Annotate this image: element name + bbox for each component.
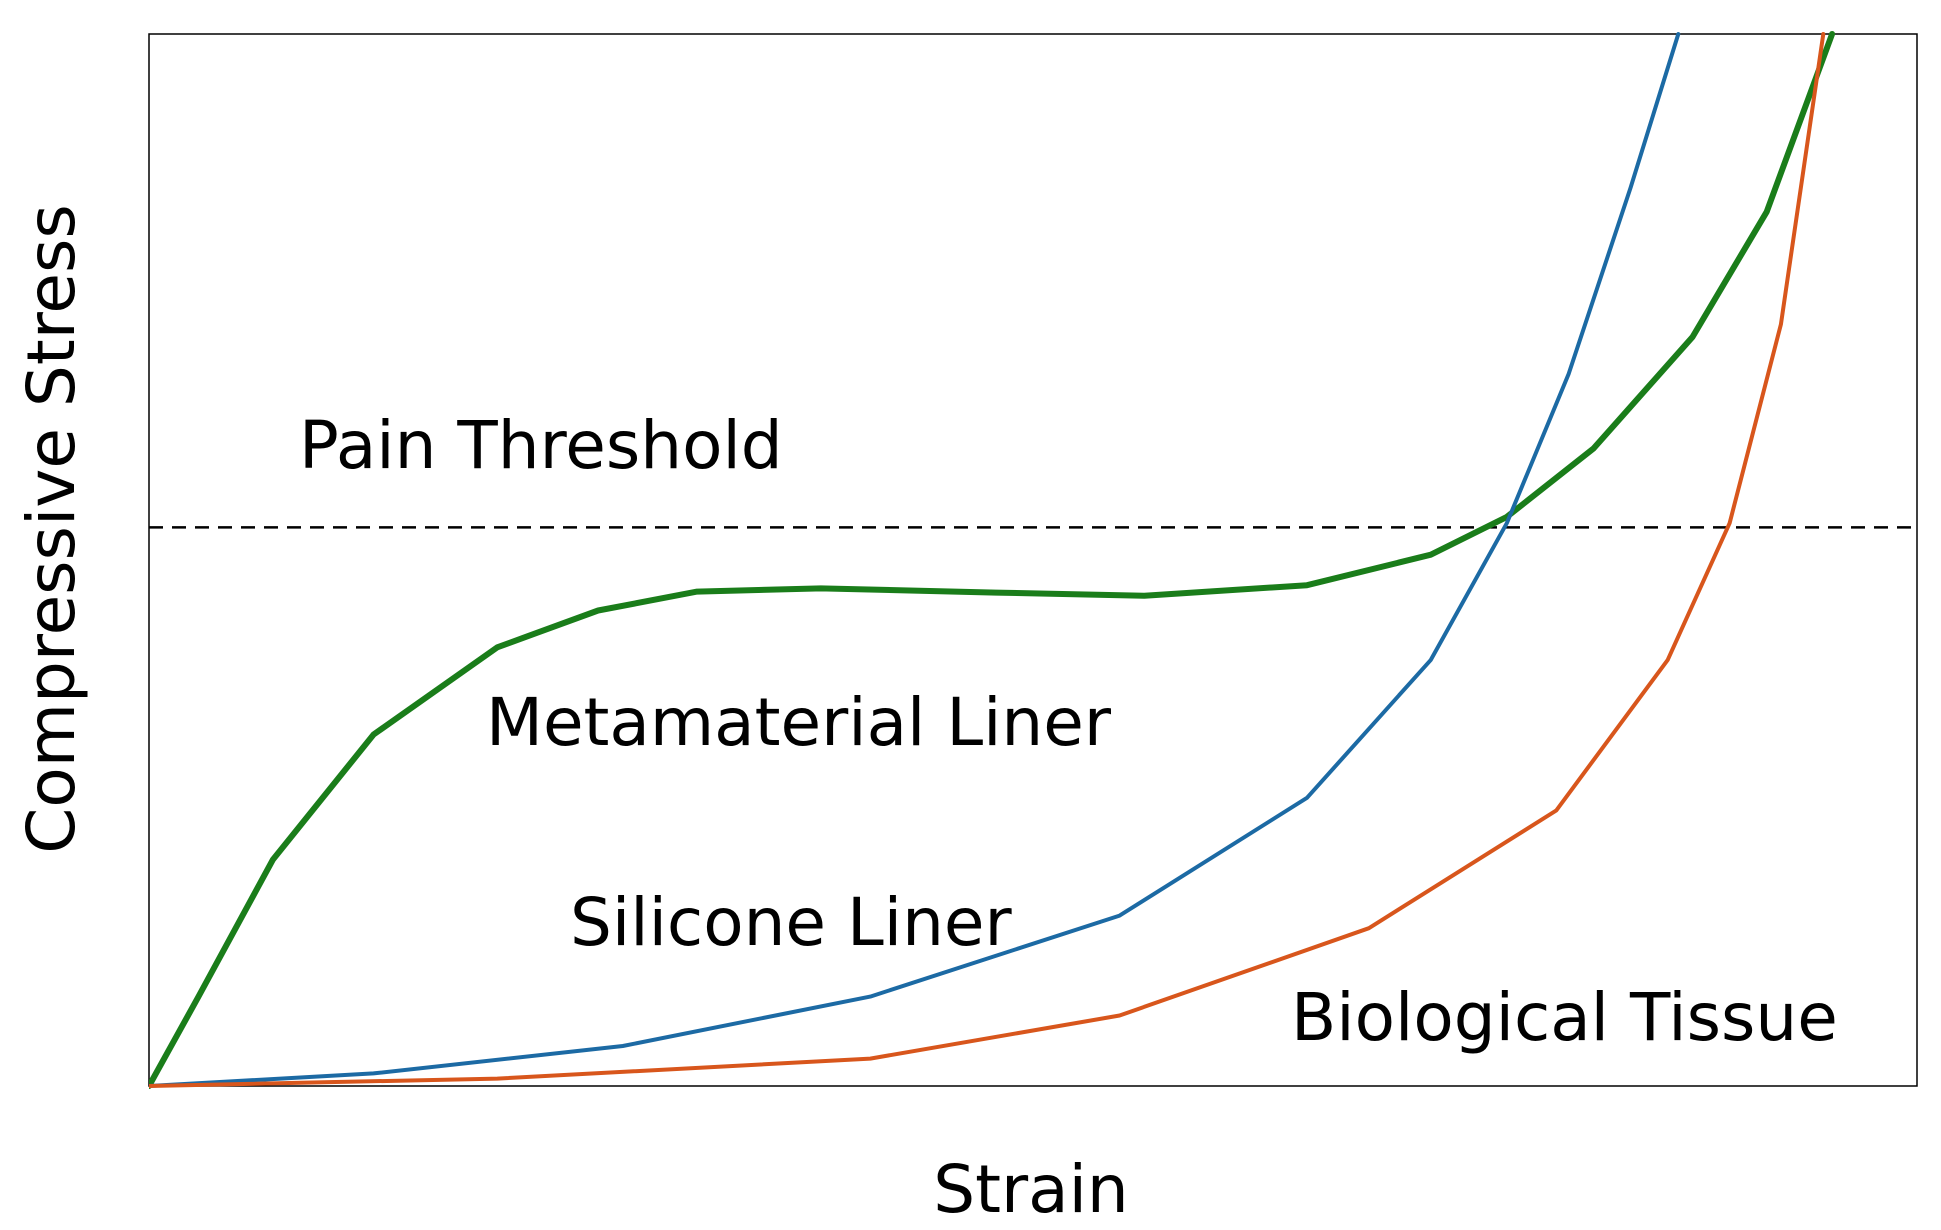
series-label: Metamaterial Liner [486, 684, 1112, 761]
series-line [149, 31, 1836, 1089]
plot-frame [148, 33, 1918, 1087]
x-axis-label: Strain [933, 1151, 1129, 1228]
series-line [149, 32, 1681, 1088]
series-label: Biological Tissue [1291, 979, 1838, 1056]
threshold-label: Pain Threshold [299, 407, 783, 484]
y-axis-label: Compressive Stress [13, 204, 90, 854]
series-line [149, 32, 1826, 1088]
series-label: Silicone Liner [570, 884, 1013, 961]
